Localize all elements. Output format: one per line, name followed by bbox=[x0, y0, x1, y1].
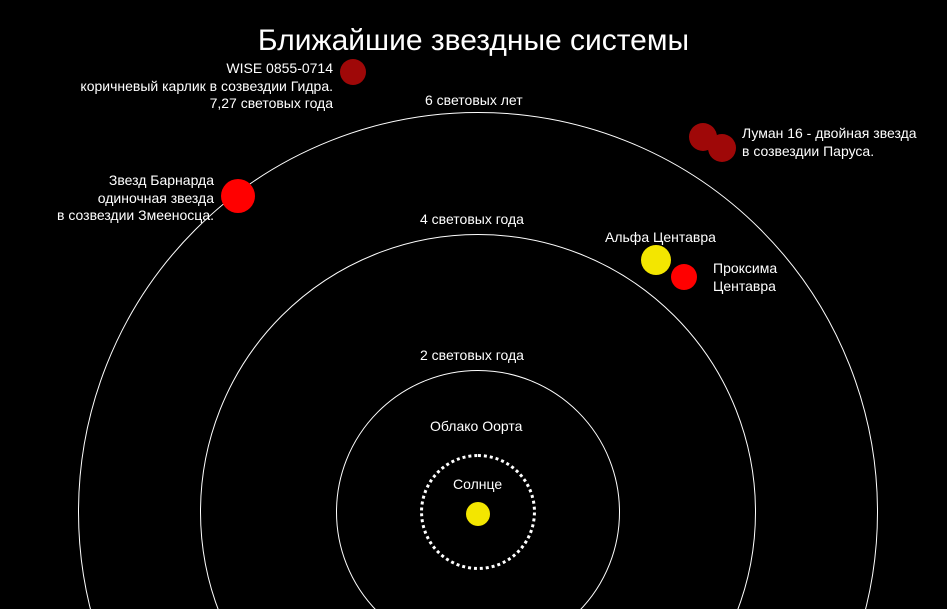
page-title: Ближайшие звездные системы bbox=[0, 24, 947, 58]
ring-label-4ly: 4 световых года bbox=[420, 211, 524, 229]
label-barnard: Звезд Барнарда одиночная звезда в созвез… bbox=[57, 172, 214, 225]
star-wise bbox=[340, 59, 366, 85]
label-alpha: Альфа Центавра bbox=[605, 229, 716, 247]
ring-label-oort: Облако Оорта bbox=[430, 418, 522, 436]
label-proxima: Проксима Центавра bbox=[713, 260, 777, 295]
ring-label-2ly: 2 световых года bbox=[420, 347, 524, 365]
diagram-canvas: Ближайшие звездные системы Облако Оорта … bbox=[0, 0, 947, 609]
label-luhman: Луман 16 - двойная звезда в созвездии Па… bbox=[742, 125, 917, 160]
star-luhman-b bbox=[708, 134, 736, 162]
star-sun bbox=[466, 502, 490, 526]
label-wise: WISE 0855-0714 коричневый карлик в созве… bbox=[80, 60, 333, 113]
star-alpha bbox=[641, 245, 671, 275]
ring-label-6ly: 6 световых лет bbox=[425, 92, 523, 110]
star-proxima bbox=[671, 264, 697, 290]
star-barnard bbox=[221, 179, 255, 213]
label-sun: Солнце bbox=[453, 476, 502, 494]
